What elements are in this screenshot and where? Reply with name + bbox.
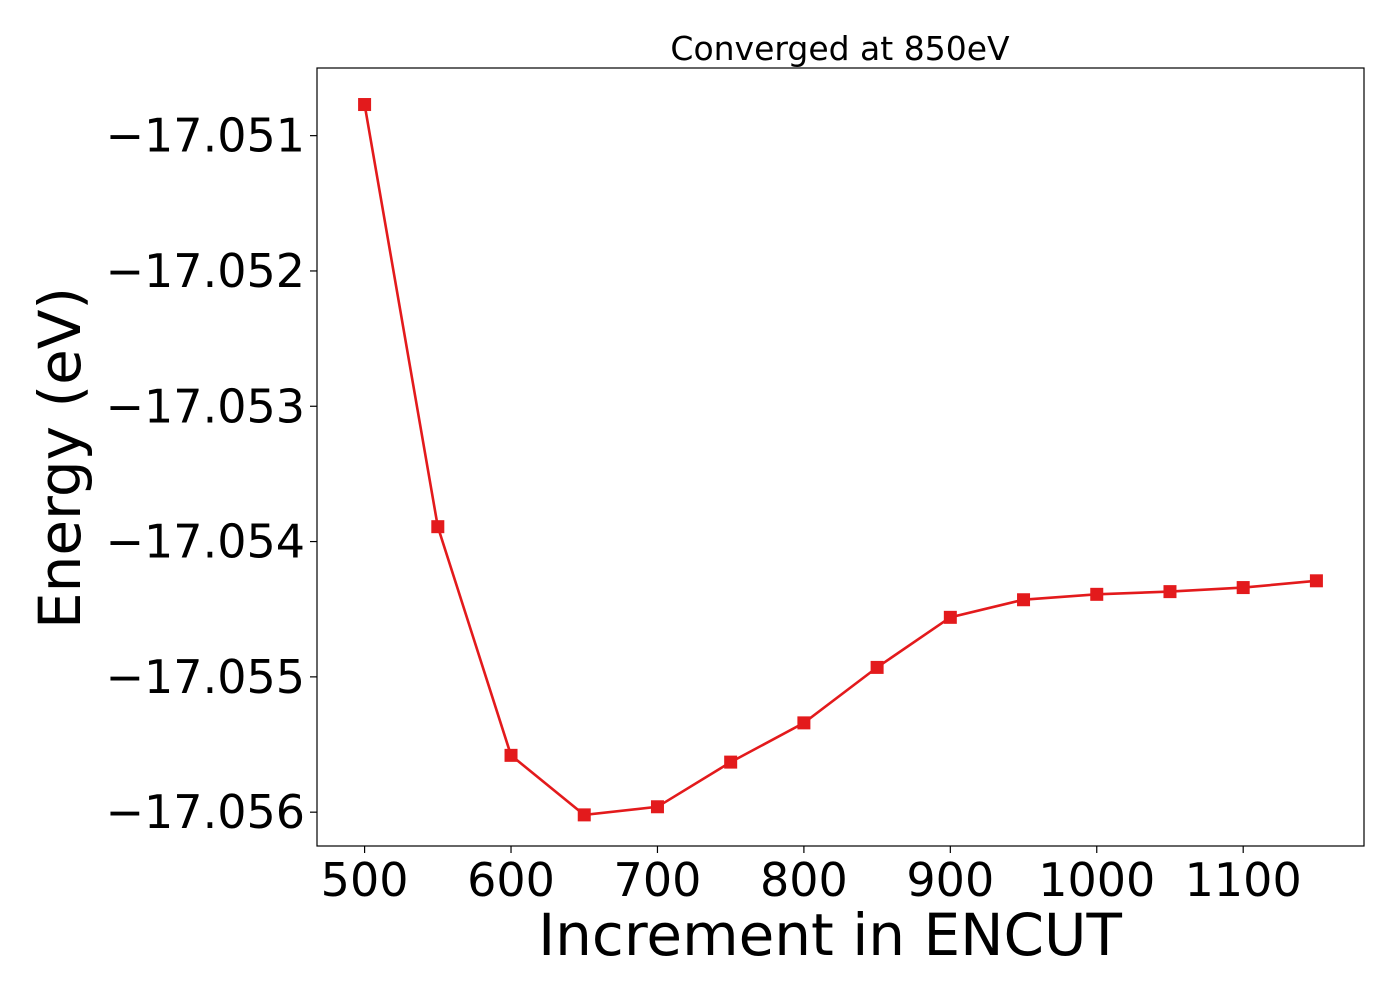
y-tick-label: −17.052 bbox=[106, 244, 306, 298]
data-point-marker bbox=[431, 520, 445, 534]
data-point-marker bbox=[650, 800, 664, 814]
data-point-marker bbox=[1163, 585, 1177, 599]
x-tick-label: 800 bbox=[760, 853, 848, 907]
x-tick-label: 1000 bbox=[1038, 853, 1155, 907]
data-point-marker bbox=[577, 808, 591, 822]
x-tick-label: 600 bbox=[467, 853, 555, 907]
data-point-marker bbox=[1236, 581, 1250, 595]
y-tick-label: −17.056 bbox=[106, 785, 306, 839]
data-point-marker bbox=[1309, 574, 1323, 588]
y-tick-label: −17.055 bbox=[106, 650, 306, 704]
data-point-marker bbox=[1017, 593, 1031, 607]
x-tick-label: 1100 bbox=[1185, 853, 1302, 907]
y-axis-label: Energy (eV) bbox=[26, 287, 94, 629]
y-tick-label: −17.054 bbox=[106, 515, 306, 569]
x-axis-label: Increment in ENCUT bbox=[538, 901, 1122, 969]
data-point-marker bbox=[943, 610, 957, 624]
data-point-marker bbox=[358, 98, 372, 112]
y-tick-label: −17.053 bbox=[106, 379, 306, 433]
chart-title: Converged at 850eV bbox=[670, 29, 1010, 68]
series-line bbox=[363, 104, 1317, 817]
data-point-marker bbox=[724, 755, 738, 769]
x-tick-label: 500 bbox=[321, 853, 409, 907]
x-tick-label: 700 bbox=[614, 853, 702, 907]
data-point-marker bbox=[1090, 587, 1104, 601]
y-tick-label: −17.051 bbox=[106, 109, 306, 163]
plot-frame bbox=[316, 67, 1365, 847]
series-markers bbox=[358, 98, 1323, 822]
x-tick-label: 900 bbox=[906, 853, 994, 907]
y-axis-ticks: −17.051 −17.052 −17.053 −17.054 −17.055 −17.0… bbox=[106, 109, 317, 839]
x-axis-ticks: 500 600 700 800 900 1000 1100 bbox=[321, 846, 1302, 907]
data-point-marker bbox=[797, 716, 811, 730]
data-point-marker bbox=[504, 748, 518, 762]
data-point-marker bbox=[870, 660, 884, 674]
